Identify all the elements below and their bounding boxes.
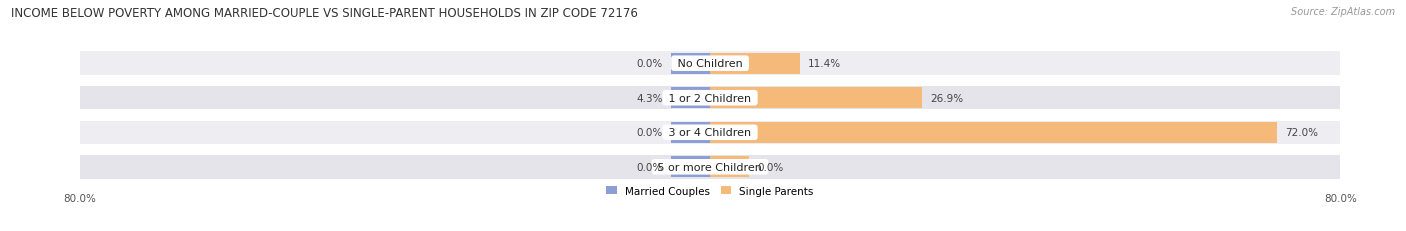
Bar bbox=[710, 156, 749, 178]
Bar bbox=[671, 156, 710, 178]
Bar bbox=[80, 87, 1340, 110]
Text: 0.0%: 0.0% bbox=[637, 162, 662, 172]
Bar bbox=[710, 122, 1277, 143]
Text: Source: ZipAtlas.com: Source: ZipAtlas.com bbox=[1291, 7, 1395, 17]
Legend: Married Couples, Single Parents: Married Couples, Single Parents bbox=[606, 186, 814, 196]
Text: INCOME BELOW POVERTY AMONG MARRIED-COUPLE VS SINGLE-PARENT HOUSEHOLDS IN ZIP COD: INCOME BELOW POVERTY AMONG MARRIED-COUPL… bbox=[11, 7, 638, 20]
Bar bbox=[671, 53, 710, 75]
Text: 1 or 2 Children: 1 or 2 Children bbox=[665, 93, 755, 103]
Bar bbox=[710, 53, 800, 75]
Bar bbox=[80, 155, 1340, 179]
Text: 5 or more Children: 5 or more Children bbox=[654, 162, 766, 172]
Bar bbox=[671, 88, 710, 109]
Text: 11.4%: 11.4% bbox=[807, 59, 841, 69]
Text: 4.3%: 4.3% bbox=[637, 93, 662, 103]
Text: 0.0%: 0.0% bbox=[637, 59, 662, 69]
Bar bbox=[710, 88, 922, 109]
Text: 26.9%: 26.9% bbox=[929, 93, 963, 103]
Text: 72.0%: 72.0% bbox=[1285, 128, 1317, 138]
Bar bbox=[80, 52, 1340, 76]
Text: 0.0%: 0.0% bbox=[758, 162, 783, 172]
Text: No Children: No Children bbox=[673, 59, 747, 69]
Bar bbox=[80, 121, 1340, 144]
Bar bbox=[671, 122, 710, 143]
Text: 3 or 4 Children: 3 or 4 Children bbox=[665, 128, 755, 138]
Text: 0.0%: 0.0% bbox=[637, 128, 662, 138]
